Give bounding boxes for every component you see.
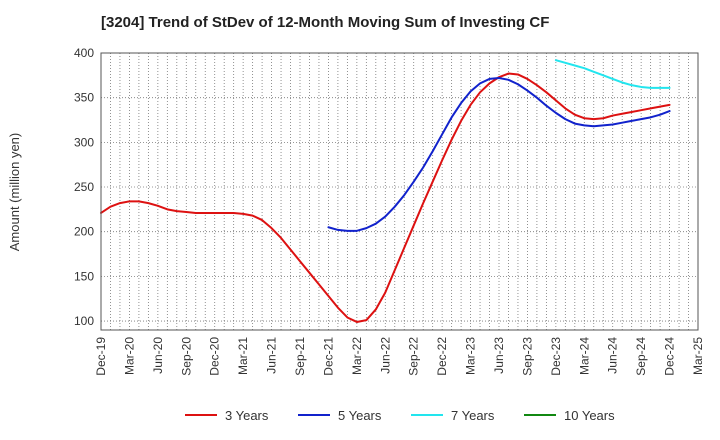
x-tick-label: Sep-24 — [634, 337, 648, 376]
legend-label: 10 Years — [564, 408, 615, 423]
series-line-7-years — [554, 59, 671, 89]
x-tick-label: Jun-21 — [265, 337, 279, 374]
x-tick-label: Jun-23 — [492, 337, 506, 374]
x-tick-label: Mar-20 — [122, 337, 136, 375]
x-tick-label: Dec-22 — [435, 337, 449, 376]
plot-background — [101, 53, 698, 330]
series-line-5-years — [327, 77, 671, 232]
x-tick-label: Dec-19 — [94, 337, 108, 376]
x-tick-label: Mar-25 — [691, 337, 705, 375]
x-tick-label: Jun-22 — [378, 337, 392, 374]
x-tick-label: Mar-24 — [577, 337, 591, 375]
y-tick-label: 100 — [74, 314, 94, 328]
x-tick-label: Mar-23 — [464, 337, 478, 375]
x-tick-label: Dec-21 — [321, 337, 335, 376]
legend-label: 7 Years — [451, 408, 495, 423]
x-tick-label: Dec-20 — [208, 337, 222, 376]
y-axis-label: Amount (million yen) — [7, 133, 22, 252]
y-tick-label: 200 — [74, 225, 94, 239]
x-tick-label: Jun-24 — [606, 337, 620, 374]
y-tick-label: 250 — [74, 180, 94, 194]
chart-title: [3204] Trend of StDev of 12-Month Moving… — [101, 14, 549, 31]
plot-area — [101, 53, 698, 330]
plot-frame — [100, 52, 699, 331]
grid-lines — [100, 52, 699, 330]
legend: 3 Years 5 Years 7 Years 10 Years — [185, 408, 615, 423]
legend-label: 3 Years — [225, 408, 269, 423]
x-tick-label: Jun-20 — [151, 337, 165, 374]
x-tick-label: Sep-21 — [293, 337, 307, 376]
x-tick-labels: Dec-19 Mar-20 Jun-20 Sep-20 Dec-20 Mar-21 Jun-… — [94, 337, 705, 376]
x-tick-label: Mar-21 — [236, 337, 250, 375]
plot-border — [100, 52, 699, 331]
y-tick-label: 350 — [74, 91, 94, 105]
legend-label: 5 Years — [338, 408, 382, 423]
x-tick-label: Sep-20 — [179, 337, 193, 376]
series-line-3-years — [100, 72, 671, 323]
y-tick-label: 150 — [74, 269, 94, 283]
x-tick-label: Dec-24 — [663, 337, 677, 376]
x-tick-label: Sep-23 — [520, 337, 534, 376]
x-tick-label: Dec-23 — [549, 337, 563, 376]
y-tick-labels: 100 150 200 250 300 350 400 — [74, 46, 94, 328]
y-tick-label: 400 — [74, 46, 94, 60]
y-tick-label: 300 — [74, 135, 94, 149]
x-tick-label: Mar-22 — [350, 337, 364, 375]
series-lines — [100, 59, 671, 323]
x-tick-label: Sep-22 — [407, 337, 421, 376]
